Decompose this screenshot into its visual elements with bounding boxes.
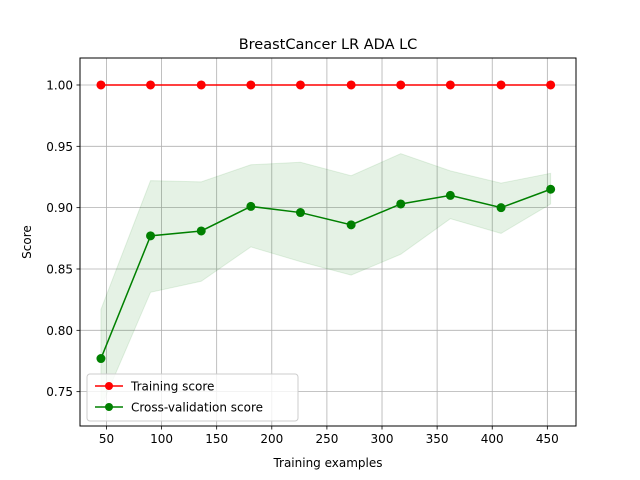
data-point <box>246 201 256 211</box>
x-tick-label: 400 <box>481 432 504 446</box>
x-tick-label: 100 <box>150 432 173 446</box>
series-line <box>100 188 551 359</box>
y-tick-label: 0.95 <box>46 140 73 154</box>
legend-label: Training score <box>130 380 214 394</box>
data-point <box>445 80 455 90</box>
legend-label: Cross-validation score <box>131 401 263 415</box>
x-tick-label: 200 <box>260 432 283 446</box>
data-point <box>396 80 406 90</box>
y-tick-label: 0.85 <box>46 262 73 276</box>
data-point <box>295 80 305 90</box>
data-point <box>346 80 356 90</box>
data-point <box>196 226 206 236</box>
data-point <box>496 80 506 90</box>
data-point <box>246 80 256 90</box>
data-point <box>295 208 305 218</box>
data-point <box>346 220 356 230</box>
chart-title: BreastCancer LR ADA LC <box>239 37 418 53</box>
legend-swatch-marker <box>105 403 113 411</box>
x-tick-label: 150 <box>205 432 228 446</box>
data-point <box>146 231 156 241</box>
x-axis-ticks: 50 100 150 200 250 300 350 400 450 <box>99 426 559 446</box>
legend-box <box>86 373 299 422</box>
x-tick-label: 350 <box>426 432 449 446</box>
series-1 <box>96 184 556 364</box>
legend-item-1: Cross-validation score <box>95 401 263 415</box>
data-point <box>396 199 406 209</box>
data-point <box>445 190 455 200</box>
data-point <box>96 80 106 90</box>
plot-frame <box>79 57 577 427</box>
data-series <box>96 80 556 364</box>
y-tick-label: 0.80 <box>46 324 73 338</box>
legend-swatch-marker <box>105 382 113 390</box>
y-tick-label: 0.90 <box>46 201 73 215</box>
x-axis-label: Training examples <box>272 456 382 470</box>
series-0 <box>96 80 556 90</box>
legend-item-0: Training score <box>95 380 214 394</box>
y-tick-label: 0.75 <box>46 385 73 399</box>
data-point <box>196 80 206 90</box>
confidence-band-1 <box>100 153 552 408</box>
x-tick-label: 50 <box>99 432 114 446</box>
x-tick-label: 450 <box>536 432 559 446</box>
y-axis-label: Score <box>20 225 34 259</box>
x-tick-label: 300 <box>371 432 394 446</box>
y-axis-ticks: 0.75 0.80 0.85 0.90 0.95 1.00 <box>46 78 80 399</box>
y-tick-label: 1.00 <box>46 78 73 92</box>
data-point <box>546 184 556 194</box>
data-point <box>146 80 156 90</box>
legend: Training score Cross-validation score <box>86 373 299 422</box>
x-tick-label: 250 <box>315 432 338 446</box>
data-point <box>496 203 506 213</box>
data-point <box>546 80 556 90</box>
data-point <box>96 354 106 364</box>
